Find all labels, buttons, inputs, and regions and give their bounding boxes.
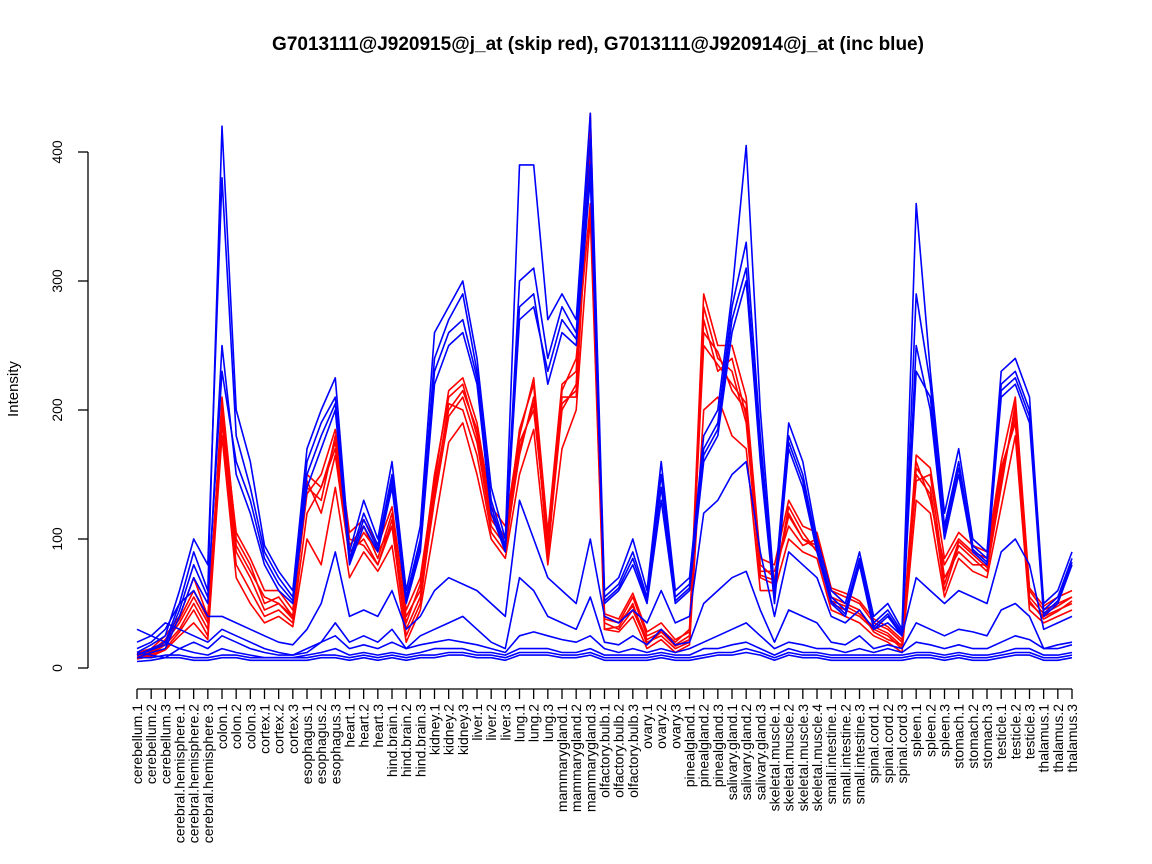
x-tick-label: esophagus.3 <box>327 704 343 784</box>
x-tick-label: olfactory.bulb.3 <box>625 704 641 798</box>
x-tick-label: colon.3 <box>242 704 258 749</box>
x-tick-label: liver.2 <box>483 704 499 741</box>
x-tick-label: spleen.1 <box>908 704 924 757</box>
x-tick-label: stomach.1 <box>951 704 967 769</box>
x-tick-label: cerebellum.3 <box>157 704 173 784</box>
y-axis-label: Intensity <box>5 361 22 417</box>
series-line-inc-11 <box>136 460 1073 650</box>
x-tick-label: lung.2 <box>526 704 542 742</box>
x-tick-label: cortex.1 <box>257 704 273 754</box>
x-tick-label: testicle.3 <box>1022 704 1038 759</box>
x-tick-label: pinealgland.1 <box>682 704 698 788</box>
chart-title: G7013111@J920915@j_at (skip red), G70131… <box>272 34 924 55</box>
series-line-inc-15 <box>136 651 1073 663</box>
x-tick-label: kidney.1 <box>427 704 443 755</box>
x-tick-label: cortex.3 <box>285 704 301 754</box>
x-tick-label: salivary.gland.3 <box>752 704 768 800</box>
x-tick-label: spinal.cord.3 <box>894 704 910 784</box>
x-tick-label: olfactory.bulb.2 <box>611 704 627 798</box>
y-tick-label: 400 <box>49 140 65 164</box>
x-tick-label: cerebral.hemisphere.1 <box>172 704 188 844</box>
y-tick-label: 100 <box>49 527 65 551</box>
x-tick-label: ovary.2 <box>653 704 669 749</box>
x-tick-label: olfactory.bulb.1 <box>597 704 613 798</box>
x-tick-label: testicle.2 <box>1007 704 1023 759</box>
x-tick-label: esophagus.1 <box>299 704 315 784</box>
x-tick-label: lung.3 <box>540 704 556 742</box>
x-tick-label: liver.1 <box>469 704 485 741</box>
x-tick-label: thalamus.1 <box>1036 704 1052 773</box>
x-tick-label: hind.brain.2 <box>398 704 414 777</box>
x-tick-label: cortex.2 <box>271 704 287 754</box>
series-line-inc-9 <box>136 177 1073 659</box>
x-tick-label: ovary.3 <box>667 704 683 749</box>
x-tick-label: salivary.gland.1 <box>724 704 740 800</box>
x-tick-label: mammarygland.2 <box>568 704 584 812</box>
x-tick-label: skeletal.muscle.4 <box>809 704 825 812</box>
x-tick-label: heart.3 <box>370 704 386 748</box>
x-tick-label: mammarygland.1 <box>554 704 570 812</box>
x-tick-label: spleen.3 <box>937 704 953 757</box>
x-tick-label: heart.2 <box>356 704 372 748</box>
x-tick-label: spleen.2 <box>922 704 938 757</box>
x-tick-label: skeletal.muscle.3 <box>795 704 811 812</box>
x-tick-label: kidney.3 <box>455 704 471 755</box>
x-tick-label: spinal.cord.2 <box>880 704 896 784</box>
x-tick-label: small.intestine.3 <box>852 704 868 805</box>
y-axis: 0 100 200 300 400 <box>49 140 89 672</box>
x-tick-label: cerebral.hemisphere.2 <box>186 704 202 844</box>
x-tick-label: testicle.1 <box>993 704 1009 759</box>
x-tick-label: heart.1 <box>342 704 358 748</box>
x-axis: cerebellum.1cerebellum.2cerebellum.3cere… <box>129 688 1080 844</box>
x-tick-label: kidney.2 <box>441 704 457 755</box>
y-tick-label: 300 <box>49 269 65 293</box>
x-tick-label: pinealgland.2 <box>696 704 712 788</box>
x-tick-label: mammarygland.3 <box>582 704 598 812</box>
x-tick-label: colon.2 <box>228 704 244 749</box>
x-tick-label: esophagus.2 <box>313 704 329 784</box>
y-tick-label: 0 <box>49 664 65 672</box>
x-tick-label: liver.3 <box>497 704 513 741</box>
x-tick-label: cerebellum.2 <box>143 704 159 784</box>
x-tick-label: skeletal.muscle.2 <box>781 704 797 812</box>
x-tick-label: hind.brain.1 <box>384 704 400 777</box>
x-tick-label: lung.1 <box>512 704 528 742</box>
x-tick-label: salivary.gland.2 <box>738 704 754 800</box>
x-tick-label: cerebellum.1 <box>129 704 145 784</box>
x-tick-label: pinealgland.3 <box>710 704 726 788</box>
series-line-inc-10 <box>136 164 1073 656</box>
x-tick-label: stomach.3 <box>979 704 995 769</box>
x-tick-label: hind.brain.3 <box>412 704 428 777</box>
x-tick-label: stomach.2 <box>965 704 981 769</box>
plot-lines <box>136 112 1073 663</box>
x-tick-label: skeletal.muscle.1 <box>767 704 783 812</box>
series-line-skip-5 <box>136 215 1073 660</box>
x-tick-label: small.intestine.1 <box>823 704 839 805</box>
series-line-inc-14 <box>137 647 1073 659</box>
x-tick-label: colon.1 <box>214 704 230 749</box>
y-tick-label: 200 <box>49 398 65 422</box>
series-line-inc-13 <box>136 628 1073 659</box>
x-tick-label: thalamus.2 <box>1050 704 1066 773</box>
series-line-inc-16 <box>136 570 1073 659</box>
x-tick-label: cerebral.hemisphere.3 <box>200 704 216 844</box>
x-tick-label: thalamus.3 <box>1064 704 1080 773</box>
x-tick-label: spinal.cord.1 <box>866 704 882 784</box>
x-tick-label: ovary.1 <box>639 704 655 749</box>
x-tick-label: small.intestine.2 <box>837 704 853 805</box>
series-line-inc-8 <box>136 138 1073 654</box>
